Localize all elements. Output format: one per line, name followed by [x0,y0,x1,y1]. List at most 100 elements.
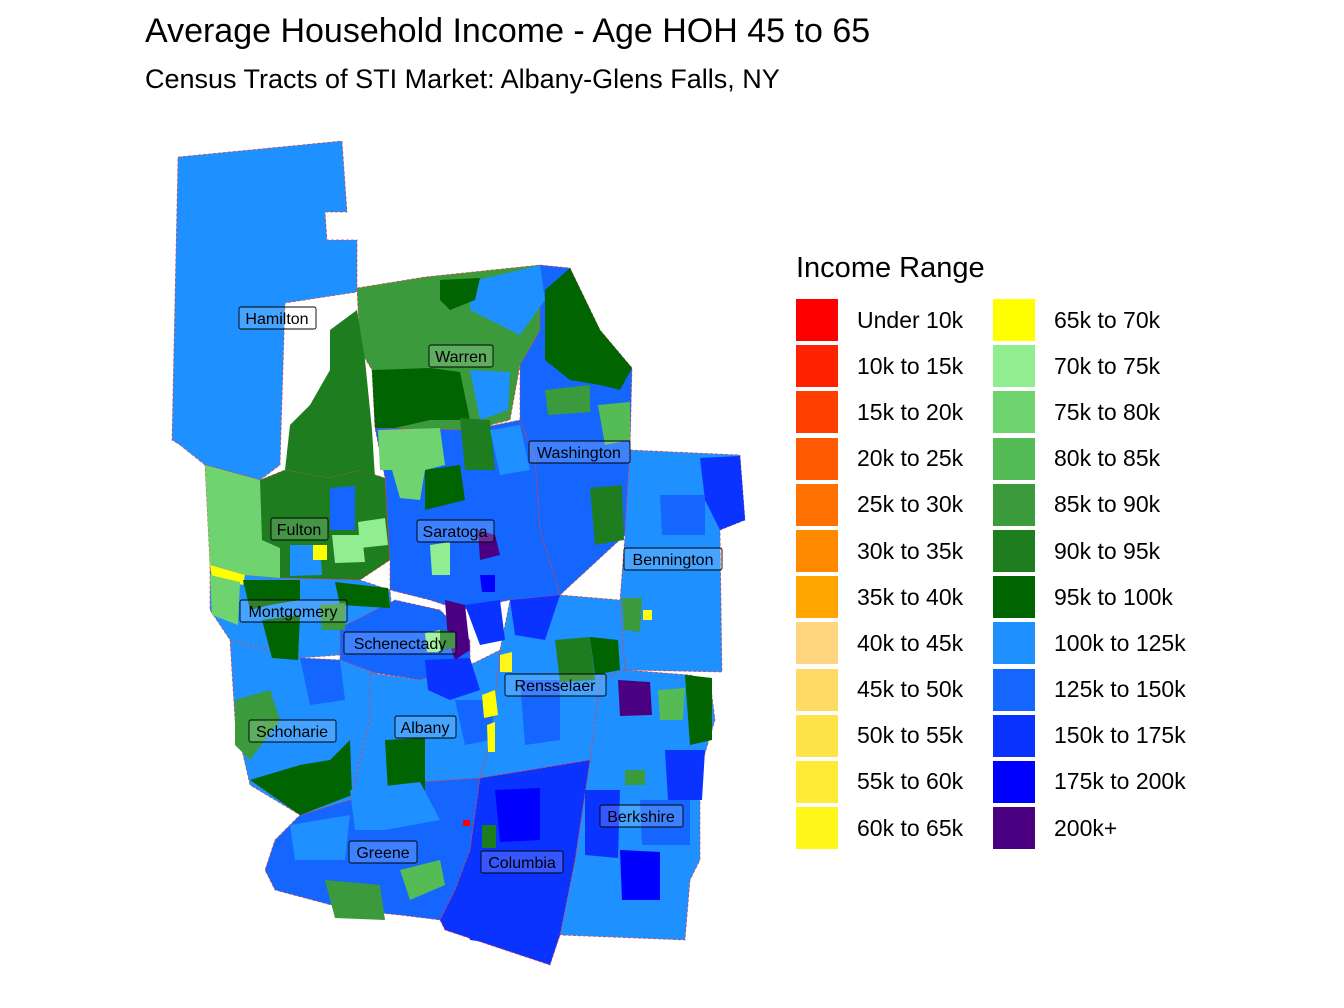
tract-patch [425,630,442,652]
legend-swatch [796,299,838,342]
legend-swatch [993,299,1035,342]
tract-patch [400,860,445,900]
county-label-columbia: Columbia [480,850,564,874]
tract-patch [455,890,545,950]
legend-item: 200k+ [993,805,1190,851]
tract-patch [210,575,240,625]
legend-item: 125k to 150k [993,667,1190,713]
tract-patch [465,600,505,645]
svg-text:Rensselaer: Rensselaer [515,678,597,695]
legend-swatch [993,530,1035,573]
legend-item: 100k to 125k [993,620,1190,666]
tract-patch [625,770,645,785]
svg-text:Columbia: Columbia [488,855,556,872]
svg-text:Schenectady: Schenectady [354,636,447,653]
legend-label: 10k to 15k [857,352,964,379]
tract-patch [510,595,560,640]
legend-item: 65k to 70k [993,297,1190,343]
county-label-hamilton: Hamilton [238,306,317,330]
county-region-hamilton [171,140,358,481]
legend-item: 75k to 80k [993,389,1190,435]
legend-item: 90k to 95k [993,528,1190,574]
tract-patch [290,815,350,860]
legend-label: 35k to 40k [857,583,964,610]
county-label-greene: Greene [348,840,418,864]
legend-swatch [796,576,838,619]
tract-patch [470,265,545,335]
legend-label: 15k to 20k [857,398,964,425]
legend-item: 50k to 55k [796,713,993,759]
legend-item: 85k to 90k [993,482,1190,528]
tract-patch [235,690,280,760]
legend-label: 80k to 85k [1054,445,1161,472]
tract-patch [643,610,652,620]
legend-swatch [993,760,1035,803]
legend-swatch [993,714,1035,757]
tract-patch [325,880,385,920]
legend-swatch [796,391,838,434]
county-label-saratoga: Saratoga [416,519,495,543]
legend-swatch [796,345,838,388]
county-label-montgomery: Montgomery [239,599,348,623]
legend-swatch [796,622,838,665]
tract-patch [470,370,510,420]
svg-text:Schoharie: Schoharie [256,724,328,741]
tract-patch [658,688,685,720]
legend-swatch [796,760,838,803]
legend-swatch [796,437,838,480]
tract-patches [205,265,745,950]
legend-item: 40k to 45k [796,620,993,666]
legend-label: 150k to 175k [1054,722,1186,749]
tract-patch [620,850,660,900]
tract-patch [332,535,365,563]
legend-item: 95k to 100k [993,574,1190,620]
svg-text:Bennington: Bennington [633,552,714,569]
tract-patch [598,402,630,445]
legend-swatch [796,807,838,850]
county-label-fulton: Fulton [270,517,329,541]
county-label-berkshire: Berkshire [599,804,684,828]
tract-patch [618,680,652,716]
legend-label: 125k to 150k [1054,676,1186,703]
svg-text:Hamilton: Hamilton [245,311,308,328]
map-subtitle: Census Tracts of STI Market: Albany-Glen… [145,64,780,94]
tract-patch [685,675,712,745]
tract-patch [330,486,355,530]
legend-swatch [993,345,1035,388]
county-label-schoharie: Schoharie [248,719,337,743]
legend-swatch [993,622,1035,665]
legend-columns: Under 10k 10k to 15k 15k to 20k 20k to 25k 2… [796,297,1190,851]
svg-text:Saratoga: Saratoga [423,524,488,541]
svg-text:Berkshire: Berkshire [607,809,675,826]
legend-column: 65k to 70k 70k to 75k 75k to 80k 80k to 85k… [993,297,1190,851]
tract-patch [463,820,470,826]
legend-title: Income Range [796,252,985,284]
county-label-washington: Washington [528,440,631,464]
legend-item: 30k to 35k [796,528,993,574]
legend: Income Range Under 10k 10k to 15k 15k to 2… [796,252,1190,851]
tract-patch [285,310,375,478]
legend-item: 80k to 85k [993,436,1190,482]
tract-patch [440,278,480,310]
tract-patch [590,637,620,675]
tract-patch [350,782,440,830]
svg-text:Montgomery: Montgomery [249,604,338,621]
legend-item: 55k to 60k [796,759,993,805]
tract-patch [378,428,445,500]
svg-text:Fulton: Fulton [277,522,321,539]
county-label-bennington: Bennington [623,547,723,571]
tract-patch [555,637,595,682]
legend-label: 60k to 65k [857,814,964,841]
legend-swatch [993,807,1035,850]
legend-swatch [993,391,1035,434]
legend-label: 65k to 70k [1054,306,1161,333]
legend-item: 35k to 40k [796,574,993,620]
legend-label: 20k to 25k [857,445,964,472]
legend-label: 50k to 55k [857,722,964,749]
tract-patch [313,545,327,560]
county-labels: Hamilton Warren Washington Fulton Sarato… [238,306,723,874]
legend-label: 200k+ [1054,814,1118,841]
tract-patch [622,598,642,632]
tract-patch [430,542,450,575]
tract-patch [425,465,465,510]
